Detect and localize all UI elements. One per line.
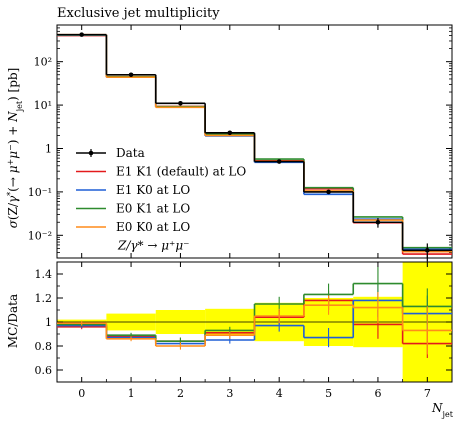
data-point — [178, 100, 183, 106]
y-tick-label: 10⁻² — [28, 229, 52, 242]
x-tick-label: 2 — [177, 387, 184, 400]
y-tick-label: 10⁻¹ — [28, 186, 52, 199]
legend-label: E0 K1 at LO — [116, 202, 190, 216]
chart-title: Exclusive jet multiplicity — [57, 6, 220, 21]
data-point — [79, 32, 84, 37]
legend-label: E0 K0 at LO — [116, 220, 190, 234]
ratio-y-tick-label: 0.8 — [35, 340, 53, 353]
legend-annotation: Z/γ* → μ⁺μ⁻ — [117, 239, 190, 253]
data-point — [425, 248, 430, 253]
x-tick-label: 3 — [226, 387, 233, 400]
y-axis-label-main: σ(Z/γ*(→ μ+μ−) + Njet) [pb] — [6, 68, 24, 229]
main-panel: 10⁻² 10⁻¹ 1 10¹ 10² Data E1 K1 (default) at LO… — [28, 24, 453, 262]
data-point — [276, 159, 282, 164]
ratio-y-tick-label: 1.2 — [35, 292, 53, 305]
data-point — [128, 72, 134, 78]
x-tick-label: 0 — [78, 387, 85, 400]
legend-label: E1 K1 (default) at LO — [116, 165, 246, 179]
legend-label: E1 K0 at LO — [116, 183, 190, 197]
main-frame — [56, 24, 453, 259]
legend-label: Data — [116, 146, 145, 160]
y-axis-label-ratio: MC/Data — [6, 294, 20, 348]
x-axis-label: Njet — [431, 401, 454, 419]
data-point — [227, 130, 233, 136]
x-tick-label: 4 — [276, 387, 283, 400]
data-point — [375, 219, 381, 225]
y-tick-label: 10¹ — [34, 99, 52, 112]
ratio-panel: 0.6 0.8 1 1.2 1.4 0 1 2 3 4 5 6 7 — [35, 261, 453, 400]
y-tick-label: 1 — [45, 142, 52, 155]
x-tick-label: 1 — [128, 387, 135, 400]
x-tick-label: 6 — [374, 387, 381, 400]
ratio-y-tick-label: 1.4 — [35, 268, 53, 281]
ratio-y-tick-label: 0.6 — [35, 364, 53, 377]
x-tick-label: 7 — [424, 387, 431, 400]
x-tick-label: 5 — [325, 387, 332, 400]
ratio-y-tick-label: 1 — [45, 316, 52, 329]
y-tick-label: 10² — [34, 56, 52, 69]
data-point — [326, 189, 331, 195]
